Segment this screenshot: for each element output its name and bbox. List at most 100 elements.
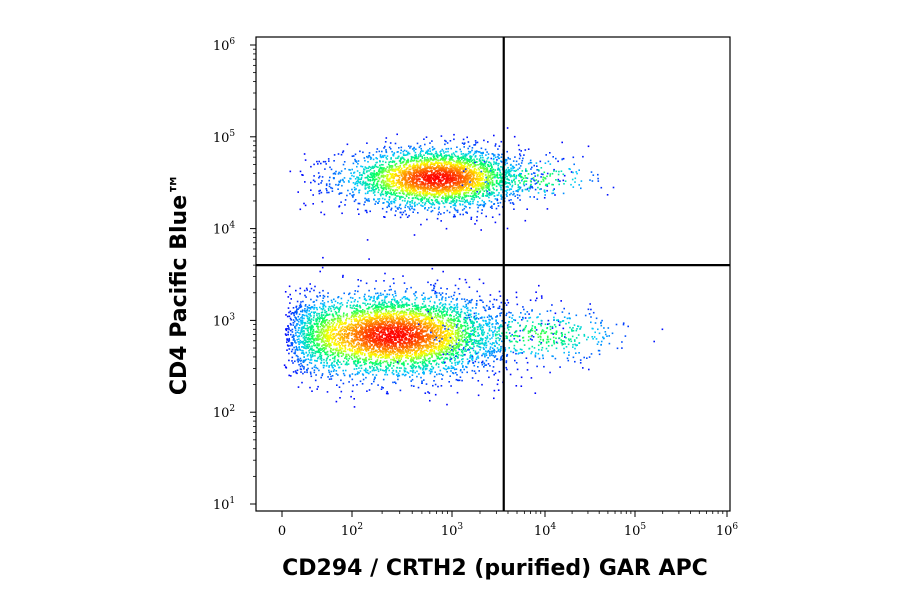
event-dot [403,313,405,316]
event-dot [477,355,479,358]
event-dot [443,158,446,160]
event-dot [447,175,449,178]
event-dot [439,191,442,193]
event-dot [357,163,359,165]
event-dot [409,205,412,207]
event-dot [478,175,480,178]
event-dot [470,189,473,191]
event-dot [411,156,413,159]
event-dot [353,300,356,303]
event-dot [492,168,495,171]
event-dot [466,167,468,169]
event-dot [327,376,329,378]
event-dot [319,358,322,360]
event-dot [435,186,437,189]
event-dot [506,170,509,173]
event-dot [377,166,379,168]
event-dot [342,314,345,316]
event-dot [442,184,445,186]
event-dot [501,153,503,156]
event-dot [404,189,406,192]
event-dot [508,172,511,175]
event-dot [483,307,486,309]
event-dot [469,177,471,180]
event-dot [387,184,389,187]
event-dot [364,192,367,195]
event-dot [415,192,418,194]
event-dot [385,156,387,159]
event-dot [384,297,386,299]
event-dot [510,179,513,182]
event-dot [384,145,386,148]
event-dot [290,375,292,377]
event-dot [354,160,357,162]
event-dot [461,181,464,184]
event-dot [454,186,456,189]
event-dot [327,308,330,310]
event-dot [463,180,465,182]
event-dot [399,321,401,323]
event-dot [432,155,435,157]
event-dot [344,199,347,201]
event-dot [471,307,474,309]
event-dot [488,318,490,321]
event-dot [414,188,416,190]
event-dot [411,202,413,204]
event-dot [500,179,502,182]
event-dot [322,317,324,319]
event-dot [374,350,376,353]
event-dot [400,315,403,317]
event-dot [480,173,482,175]
event-dot [416,322,419,324]
event-dot [309,290,311,293]
event-dot [458,182,460,185]
event-dot [452,182,455,184]
event-dot [364,159,366,162]
event-dot [462,160,465,162]
event-dot [434,282,437,285]
event-dot [421,171,424,174]
event-dot [450,163,452,165]
event-dot [431,171,433,174]
event-dot [296,359,299,361]
event-dot [411,148,414,150]
event-dot [446,171,449,173]
event-dot [432,179,435,182]
event-dot [314,337,317,340]
event-dot [466,158,468,160]
event-dot [467,152,470,155]
event-dot [366,142,368,144]
event-dot [326,314,329,316]
event-dot [388,161,390,163]
event-dot [393,160,396,163]
event-dot [482,334,484,337]
event-dot [399,203,402,206]
event-dot [432,167,435,169]
event-dot [364,166,367,168]
event-dot [485,160,488,162]
event-dot [371,175,374,178]
event-dot [415,159,418,162]
event-dot [498,162,500,165]
event-dot [399,196,401,199]
event-dot [401,317,404,319]
event-dot [295,348,298,351]
event-dot [446,188,448,191]
event-dot [473,159,476,162]
event-dot [372,308,374,310]
event-dot [310,375,313,378]
event-dot [431,177,433,179]
event-dot [300,371,302,373]
event-dot [487,183,489,186]
event-dot [456,353,459,355]
event-dot [382,307,385,309]
event-dot [431,189,433,192]
event-dot [357,208,359,211]
event-dot [410,193,413,196]
event-dot [413,166,415,168]
event-dot [468,203,470,205]
event-dot [491,169,494,171]
event-dot [439,162,441,164]
event-dot [383,169,385,171]
event-dot [308,352,311,354]
